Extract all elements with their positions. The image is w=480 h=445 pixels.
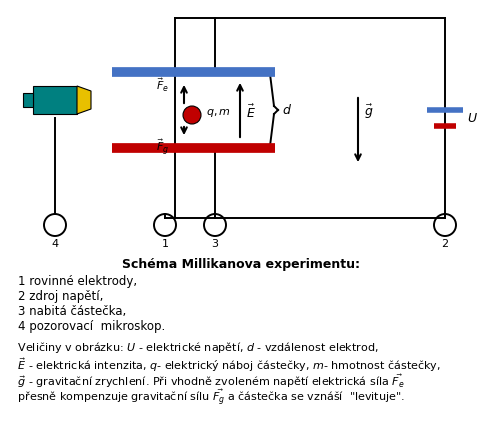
Text: $\vec{E}$: $\vec{E}$ bbox=[245, 103, 255, 121]
Text: 2 zdroj napětí,: 2 zdroj napětí, bbox=[18, 290, 103, 303]
Text: $U$: $U$ bbox=[466, 112, 477, 125]
Text: $d$: $d$ bbox=[281, 103, 291, 117]
Text: 1: 1 bbox=[161, 239, 168, 249]
FancyBboxPatch shape bbox=[33, 86, 77, 114]
Text: Schéma Millikanova experimentu:: Schéma Millikanova experimentu: bbox=[122, 258, 359, 271]
Polygon shape bbox=[77, 86, 91, 114]
Text: 4 pozorovací  mikroskop.: 4 pozorovací mikroskop. bbox=[18, 320, 165, 333]
Text: $\vec{g}$ - gravitační zrychlení. Při vhodně zvoleném napětí elektrická síla $\v: $\vec{g}$ - gravitační zrychlení. Při vh… bbox=[14, 372, 404, 390]
Text: 1 rovinné elektrody,: 1 rovinné elektrody, bbox=[18, 275, 137, 288]
Circle shape bbox=[182, 106, 201, 124]
Text: $\vec{g}$: $\vec{g}$ bbox=[363, 103, 373, 121]
Text: 3 nabitá částečka,: 3 nabitá částečka, bbox=[18, 305, 126, 318]
Text: $\vec{F}_g$: $\vec{F}_g$ bbox=[156, 138, 169, 158]
Text: přesně kompenzuje gravitační sílu $\vec{F_g}$ a částečka se vznáší  "levituje".: přesně kompenzuje gravitační sílu $\vec{… bbox=[14, 388, 404, 408]
Text: $\vec{E}$ - elektrická intenzita, $q$- elektrický náboj částečky, $m$- hmotnost : $\vec{E}$ - elektrická intenzita, $q$- e… bbox=[14, 356, 440, 374]
Text: 3: 3 bbox=[211, 239, 218, 249]
Text: $\vec{F}_e$: $\vec{F}_e$ bbox=[156, 76, 168, 94]
Text: 2: 2 bbox=[441, 239, 448, 249]
Text: 4: 4 bbox=[51, 239, 59, 249]
Text: $q,m$: $q,m$ bbox=[205, 107, 230, 119]
FancyBboxPatch shape bbox=[23, 93, 33, 107]
Text: Veličiny v obrázku: $U$ - elektrické napětí, $d$ - vzdálenost elektrod,: Veličiny v obrázku: $U$ - elektrické nap… bbox=[14, 340, 378, 355]
